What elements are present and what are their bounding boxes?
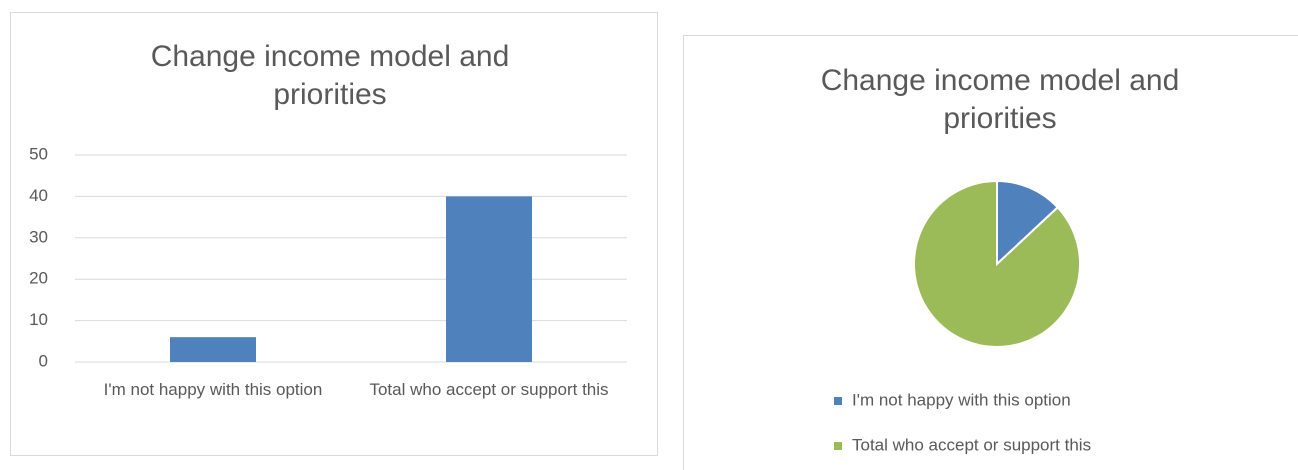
chart-title: Change income model and priorities [820, 64, 1180, 135]
x-tick-label: Total who accept or support this [369, 380, 609, 399]
y-tick-label: 50 [29, 144, 48, 163]
pie-slice [913, 179, 1081, 348]
legend-marker [834, 442, 842, 450]
pie-slice [996, 179, 1060, 267]
y-tick-label: 30 [29, 227, 48, 246]
y-tick-label: 0 [39, 351, 48, 370]
y-tick-label: 40 [29, 186, 48, 205]
bar [446, 196, 532, 362]
chart-frame [10, 12, 658, 456]
x-tick-label: I'm not happy with this option [103, 380, 323, 399]
y-tick-label: 20 [29, 269, 48, 288]
legend-marker [834, 397, 842, 405]
y-tick-label: 10 [29, 310, 48, 329]
bar [170, 337, 256, 362]
chart-title: Change income model and priorities [150, 40, 510, 111]
legend-label: I'm not happy with this option [852, 390, 1071, 409]
legend-label: Total who accept or support this [852, 435, 1091, 454]
